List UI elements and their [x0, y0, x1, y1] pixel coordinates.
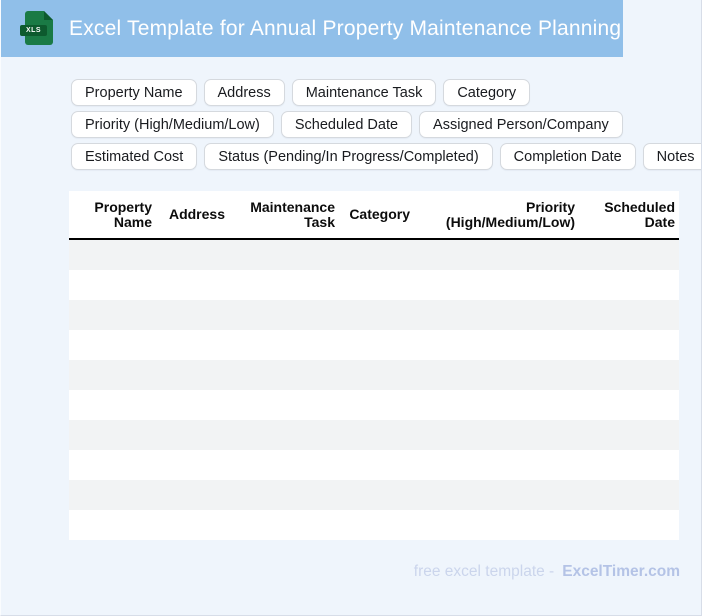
chip-completion-date[interactable]: Completion Date: [499, 143, 636, 170]
table-body: [69, 240, 679, 540]
table-row: [69, 240, 679, 270]
footer-tagline: free excel template -: [413, 563, 555, 580]
table-row: [69, 510, 679, 540]
chip-property-name[interactable]: Property Name: [71, 79, 197, 106]
table-row: [69, 450, 679, 480]
footer: free excel template - ExcelTimer.com: [414, 563, 680, 581]
column-header-address: Address: [168, 206, 225, 222]
column-header-scheduled-date: Scheduled Date: [604, 198, 675, 230]
chip-notes[interactable]: Notes: [642, 143, 701, 170]
xls-file-icon: XLS: [20, 11, 53, 45]
chip-address[interactable]: Address: [203, 79, 285, 106]
xls-file-fold: [44, 11, 53, 20]
table-row: [69, 330, 679, 360]
table-row: [69, 360, 679, 390]
banner: XLS Excel Template for Annual Property M…: [1, 0, 623, 57]
chip-scheduled-date[interactable]: Scheduled Date: [280, 111, 413, 138]
page-title: Excel Template for Annual Property Maint…: [69, 16, 622, 40]
table-row: [69, 420, 679, 450]
column-header-maintenance-task: Maintenance Task: [250, 198, 335, 230]
spreadsheet-preview: Property Name Address Maintenance Task C…: [69, 191, 679, 540]
chip-assigned-person[interactable]: Assigned Person/Company: [419, 111, 623, 138]
chip-row-2: Priority (High/Medium/Low) Scheduled Dat…: [71, 111, 701, 138]
chip-maintenance-task[interactable]: Maintenance Task: [291, 79, 437, 106]
table-row: [69, 390, 679, 420]
chip-row-1: Property Name Address Maintenance Task C…: [71, 79, 701, 106]
chip-status[interactable]: Status (Pending/In Progress/Completed): [204, 143, 493, 170]
chip-row-3: Estimated Cost Status (Pending/In Progre…: [71, 143, 701, 170]
chip-category[interactable]: Category: [443, 79, 531, 106]
xls-file-label: XLS: [20, 25, 47, 36]
brand-link[interactable]: ExcelTimer.com: [562, 563, 680, 580]
column-header-category: Category: [349, 206, 410, 222]
table-row: [69, 480, 679, 510]
column-header-priority: Priority (High/Medium/Low): [445, 198, 575, 230]
table-row: [69, 300, 679, 330]
column-chips: Property Name Address Maintenance Task C…: [71, 79, 701, 170]
chip-estimated-cost[interactable]: Estimated Cost: [71, 143, 198, 170]
table-header-row: Property Name Address Maintenance Task C…: [69, 191, 679, 240]
table-row: [69, 270, 679, 300]
chip-priority[interactable]: Priority (High/Medium/Low): [71, 111, 274, 138]
column-header-property-name: Property Name: [94, 198, 152, 230]
